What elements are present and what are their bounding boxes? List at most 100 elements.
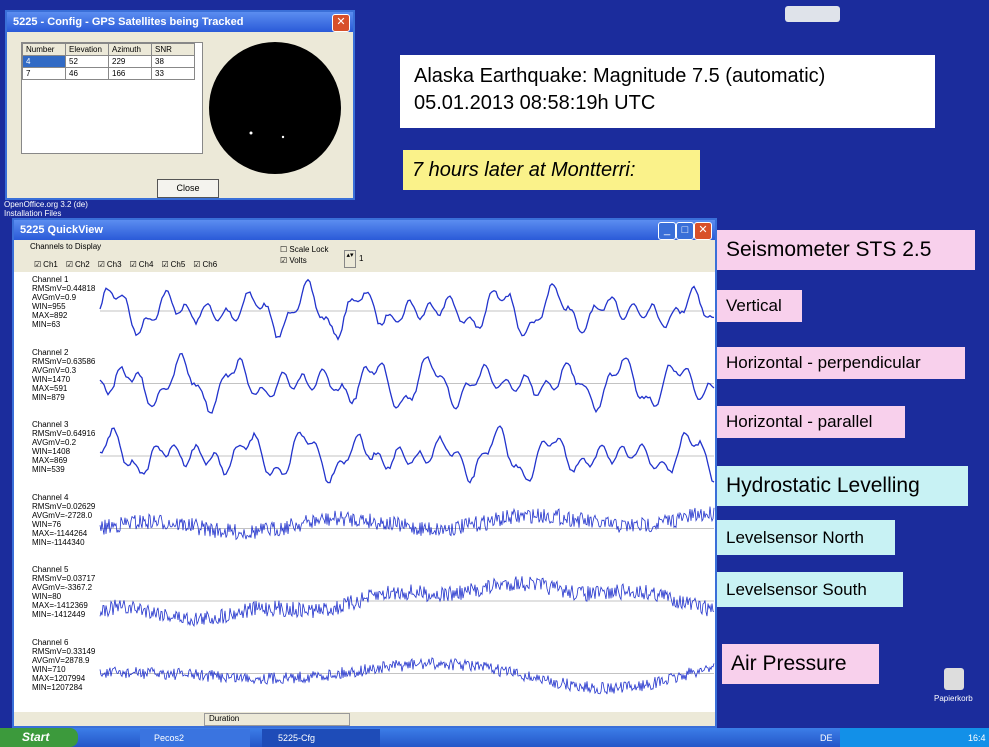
channel-label: Hydrostatic Levelling [717,466,968,506]
channel-stat: RMSmV=0.64916 [32,429,95,438]
scale-lock-label: Scale Lock [289,245,328,254]
channel-stat: AVGmV=0.2 [32,438,95,447]
system-tray [840,728,989,747]
channel-stat: RMSmV=0.02629 [32,502,95,511]
channel-stat: WIN=76 [32,520,95,529]
cell: 33 [152,68,195,80]
timestamp: 05.01.2013 08:58:19h UTC [414,90,921,117]
duration-field: Duration [204,713,350,726]
cell: 229 [109,56,152,68]
channel-stat: MAX=591 [32,384,95,393]
taskbar-item[interactable]: Pecos2 [140,729,250,747]
recycle-bin-icon[interactable] [944,668,964,690]
channel-stat: WIN=80 [32,592,95,601]
channel-stat: MIN=879 [32,393,95,402]
cell: 46 [66,68,109,80]
channel-stat: WIN=1408 [32,447,95,456]
header-cell: Elevation [66,44,109,56]
satellite-dot [282,136,284,138]
status-bar: Duration [14,712,715,726]
desktop: 5225 - Config - GPS Satellites being Tra… [0,0,989,747]
channel-stat: AVGmV=0.9 [32,293,95,302]
sky-plot [205,38,345,178]
channel-checkbox[interactable]: Ch2 [66,260,90,269]
channel-name: Channel 4 [32,493,95,502]
channel-stat: RMSmV=0.33149 [32,647,95,656]
cell: 4 [23,56,66,68]
channel-name: Channel 2 [32,348,95,357]
options: ☐ Scale Lock ☑ Volts [280,244,329,266]
channel-checkbox[interactable]: Ch5 [161,260,185,269]
sky-disc [209,42,341,174]
channel-label: Horizontal - perpendicular [717,347,965,379]
language: DE [820,729,833,747]
channel-stat: MAX=-1144264 [32,529,95,538]
cell: 166 [109,68,152,80]
channel-stat: AVGmV=0.3 [32,366,95,375]
channel-checkbox[interactable]: Ch3 [98,260,122,269]
scale-value: 1 [359,254,363,263]
channel-stat: RMSmV=0.63586 [32,357,95,366]
gps-window: 5225 - Config - GPS Satellites being Tra… [5,10,355,200]
channel-label: Vertical [717,290,802,322]
start-button[interactable]: Start [0,728,78,747]
channel-checkbox[interactable]: Ch1 [34,260,58,269]
desktop-icon-label: OpenOffice.org 3.2 (de) Installation Fil… [4,200,94,218]
channel-label: Horizontal - parallel [717,406,905,438]
header-cell: Azimuth [109,44,152,56]
cell: 38 [152,56,195,68]
group-label: Channels to Display [30,242,101,251]
channel-label: Levelsensor South [717,572,903,607]
channel-name: Channel 5 [32,565,95,574]
channel-stat: WIN=710 [32,665,95,674]
channel-stat: RMSmV=0.44818 [32,284,95,293]
maximize-button[interactable]: □ [676,222,694,240]
taskbar-item[interactable]: 5225-Cfg [262,729,380,747]
channel-checkbox[interactable]: Ch4 [130,260,154,269]
channel-label: Levelsensor North [717,520,895,555]
channel-stat: WIN=1470 [32,375,95,384]
quickview-window: 5225 QuickView _ □ ✕ Channels to Display… [12,218,717,728]
close-button[interactable]: ✕ [694,222,712,240]
header-cell: Number [23,44,66,56]
channel-stat: AVGmV=-3367.2 [32,583,95,592]
header-cell: SNR [152,44,195,56]
waveform [100,280,714,340]
headline-box: Alaska Earthquake: Magnitude 7.5 (automa… [400,55,935,128]
channel-name: Channel 3 [32,420,95,429]
volts-label: Volts [289,256,306,265]
channel-stat: RMSmV=0.03717 [32,574,95,583]
channel-stat: AVGmV=2878.9 [32,656,95,665]
close-button[interactable]: ✕ [332,14,350,32]
volts[interactable]: ☑ Volts [280,255,329,266]
channel-name: Channel 1 [32,275,95,284]
channel-stat: MAX=869 [32,456,95,465]
waveform [100,658,714,694]
headline: Alaska Earthquake: Magnitude 7.5 (automa… [414,63,921,90]
cell: 52 [66,56,109,68]
close-button[interactable]: Close [157,179,219,198]
channel-label: Air Pressure [722,644,879,684]
title-bar: 5225 QuickView [14,220,715,240]
channel-stat: MIN=63 [32,320,95,329]
channel-stat: MAX=1207994 [32,674,95,683]
channel-stat: MIN=539 [32,465,95,474]
subtitle-box: 7 hours later at Montterri: [403,150,700,190]
clock: 16:4 [968,729,986,747]
checkbox-row: Ch1 Ch2 Ch3 Ch4 Ch5 Ch6 [34,254,225,272]
minimize-button[interactable]: _ [658,222,676,240]
page: {"gps_window":{"title":"5225 - Config - … [0,0,989,747]
slide-controls[interactable] [785,6,840,22]
scale-lock[interactable]: ☐ Scale Lock [280,244,329,255]
channel-checkbox[interactable]: Ch6 [193,260,217,269]
channel-stat: MIN=-1412449 [32,610,95,619]
spinner[interactable]: ▴▾ [344,250,356,268]
